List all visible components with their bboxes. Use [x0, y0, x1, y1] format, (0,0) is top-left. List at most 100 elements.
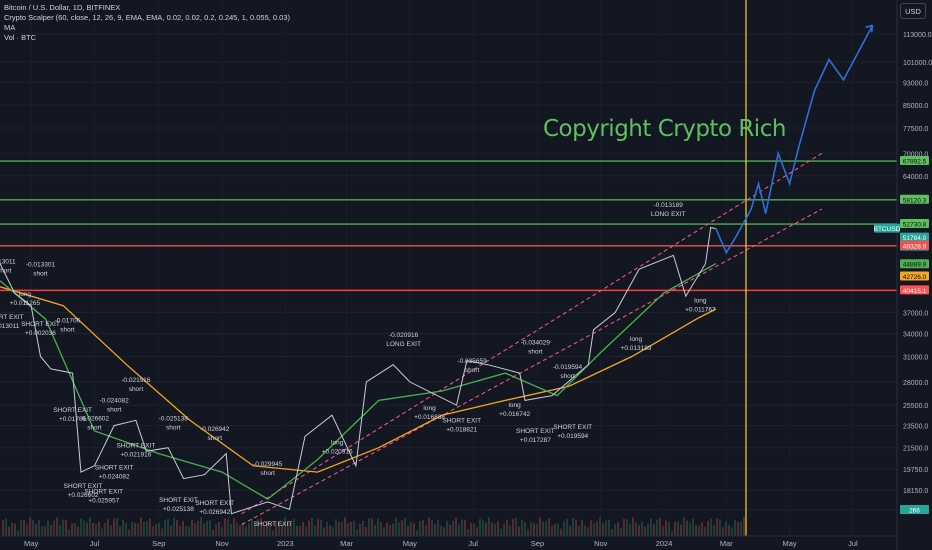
volume-bar [137, 523, 139, 536]
indicator-label[interactable]: Crypto Scalper (60, close, 12, 26, 9, EM… [4, 13, 290, 22]
volume-bar [416, 530, 418, 536]
volume-bar [641, 521, 643, 536]
annotation-label: short [0, 268, 12, 275]
volume-bar [656, 519, 658, 536]
y-tick-label: 28000.0 [903, 380, 928, 387]
price-tag-label: 52730.8 [903, 222, 927, 229]
annotation-label: +0.011767 [685, 306, 716, 313]
volume-bar [305, 526, 307, 536]
annotation-label: -0.034029 [521, 340, 551, 347]
volume-bar [140, 517, 142, 536]
currency-button[interactable]: USD [900, 3, 926, 19]
y-tick-label: 113000.0 [903, 32, 932, 39]
annotation-label: +0.021916 [120, 452, 151, 459]
volume-bar [89, 517, 91, 536]
x-tick-label: Jul [848, 539, 858, 548]
volume-bar [494, 523, 496, 536]
annotation-label: long [694, 297, 707, 304]
volume-bar [320, 519, 322, 536]
price-tag-label: 67892.5 [903, 159, 927, 166]
volume-bar [515, 518, 517, 536]
volume-bar [482, 520, 484, 536]
volume-bar [455, 517, 457, 536]
moving-averages [0, 263, 717, 500]
annotation-label: -0.01706 [55, 318, 81, 325]
volume-bar [284, 517, 286, 536]
y-tick-label: 31000.0 [903, 355, 928, 362]
volume-bar [560, 528, 562, 536]
volume-bar [644, 526, 646, 536]
volume-bar [158, 522, 160, 536]
volume-bar [71, 523, 73, 536]
annotation-label: SHORT EXIT [84, 488, 123, 495]
volume-bar [239, 525, 241, 536]
volume-bar [740, 522, 742, 536]
volume-bar [53, 520, 55, 536]
volume-bar [266, 520, 268, 536]
volume-bar [692, 518, 694, 536]
annotation-label: SHORT EXIT [95, 465, 134, 472]
annotation-label: +0.01706 [59, 416, 87, 423]
volume-bar [389, 524, 391, 536]
volume-bar [17, 530, 19, 536]
volume-bar [116, 518, 118, 536]
volume-bar [503, 523, 505, 536]
volume-bar [422, 520, 424, 536]
volume-bar [212, 529, 214, 536]
volume-bar [251, 518, 253, 536]
volume-bar [113, 518, 115, 536]
volume-bar [233, 517, 235, 536]
annotation-label: long [331, 439, 344, 446]
annotation-label: SHORT EXIT [553, 424, 592, 431]
volume-bar [461, 519, 463, 536]
volume-bar [338, 521, 340, 536]
volume-bar [353, 520, 355, 536]
price-tag [900, 271, 929, 281]
volume-bar [386, 522, 388, 536]
volume-bar [410, 522, 412, 536]
volume-bar [725, 521, 727, 536]
symbol-title[interactable]: Bitcoin / U.S. Dollar, 1D, BITFINEX [4, 3, 121, 12]
annotation-label: SHORT EXIT [253, 521, 292, 528]
ma-label[interactable]: MA [4, 23, 16, 32]
volume-bar [647, 523, 649, 536]
horizontal-levels [0, 160, 897, 292]
annotation-label: +0.018821 [446, 426, 477, 433]
volume-bar [674, 521, 676, 536]
volume-bar [407, 525, 409, 536]
price-tag-label: 266 [909, 508, 920, 515]
volume-bar [257, 519, 259, 536]
volume-bar [341, 521, 343, 536]
volume-bar [86, 522, 88, 536]
volume-bar [65, 520, 67, 536]
volume-bar [590, 520, 592, 536]
volume-bar [182, 520, 184, 536]
volume-bar [272, 530, 274, 536]
annotation-label: -0.013301 [26, 261, 56, 268]
annotation-label: +0.011265 [10, 300, 41, 307]
price-tag-label: 42726.0 [903, 274, 927, 281]
volume-bar [710, 518, 712, 536]
volume-bar [215, 523, 217, 536]
volume-bar [302, 521, 304, 536]
volume-bar [434, 523, 436, 536]
volume-bar [596, 521, 598, 536]
volume-bar [680, 524, 682, 536]
volume-bar [728, 525, 730, 536]
volume-bar [5, 518, 7, 536]
volume-bar [194, 523, 196, 536]
volume-bar [500, 528, 502, 536]
volume-bar [224, 518, 226, 536]
annotation-label: SHORT EXIT [442, 417, 481, 424]
annotation-label: +0.025138 [163, 506, 194, 513]
volume-bar [677, 521, 679, 536]
x-tick-label: Jul [468, 539, 478, 548]
annotation-label: -0.035659 [457, 358, 487, 365]
watermark-text: Copyright Crypto Rich [543, 116, 786, 142]
annotation-label: -0.025138 [159, 415, 189, 422]
annotation-label: short [208, 435, 223, 442]
volume-bar [620, 527, 622, 536]
volume-label[interactable]: Vol · BTC [4, 33, 37, 42]
volume-bar [380, 522, 382, 536]
